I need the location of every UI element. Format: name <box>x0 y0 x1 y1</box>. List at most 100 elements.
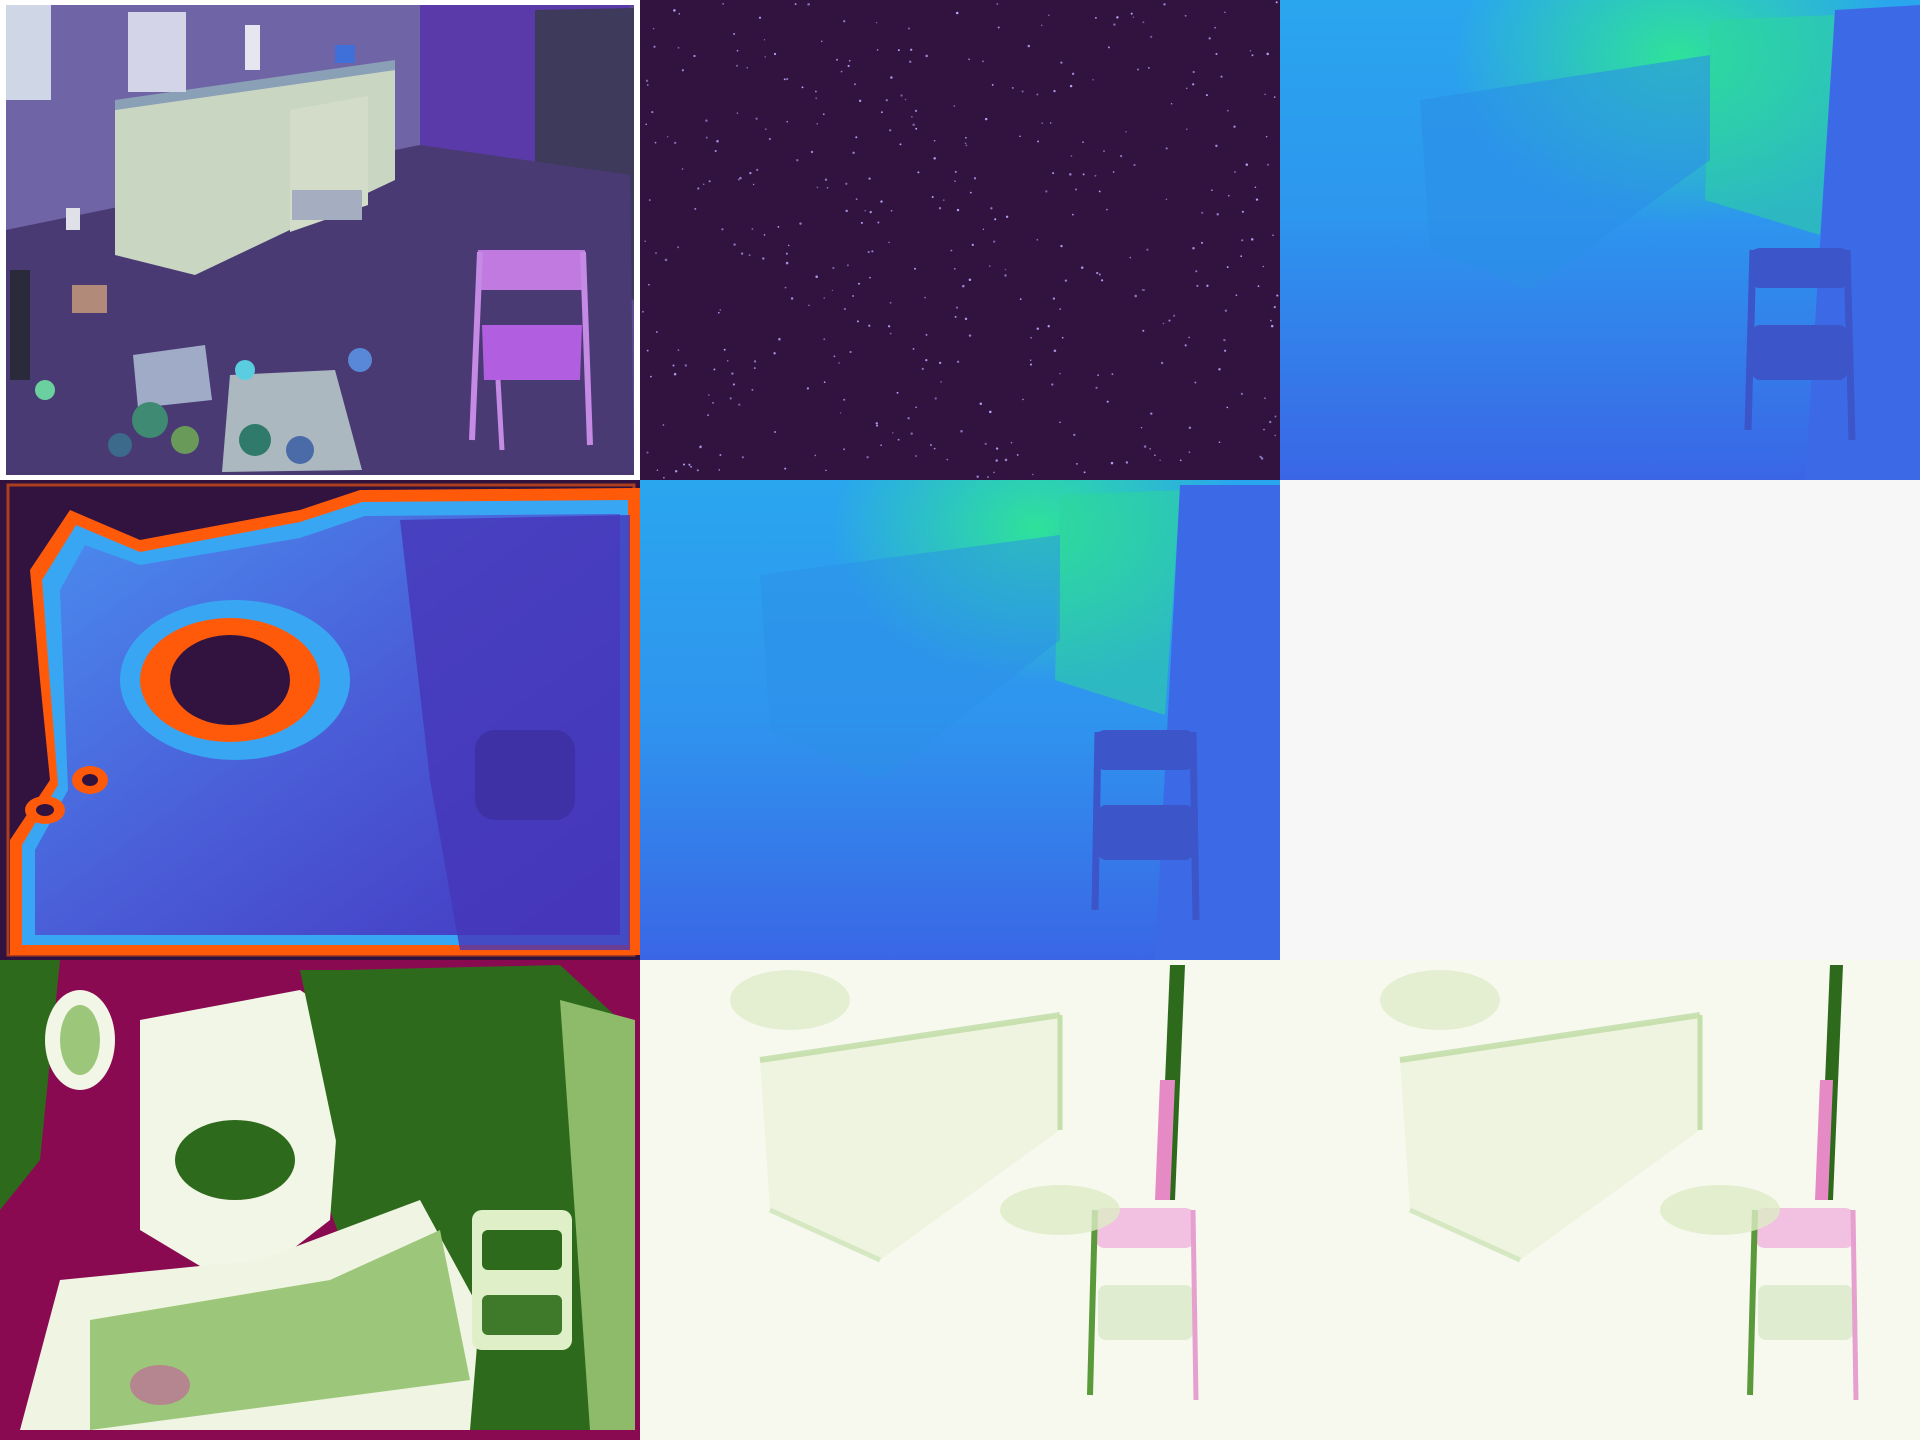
sparse-point <box>753 360 757 363</box>
sparse-point <box>954 315 957 318</box>
sparse-point <box>1095 386 1098 389</box>
sparse-point <box>1240 392 1243 395</box>
sparse-point <box>889 332 892 335</box>
sparse-point <box>965 144 968 147</box>
sparse-point <box>654 141 657 144</box>
sparse-point <box>968 58 970 61</box>
sparse-point <box>914 109 918 113</box>
sparse-point <box>1059 421 1061 424</box>
sparse-point <box>1206 284 1209 287</box>
sparse-point <box>823 381 826 383</box>
sparse-point <box>1094 174 1097 177</box>
sparse-point <box>777 226 780 228</box>
sparse-point <box>647 84 649 86</box>
sparse-point <box>1223 338 1226 342</box>
sparse-point <box>1047 325 1050 328</box>
sparse-point <box>890 76 893 79</box>
sparse-point <box>739 176 742 180</box>
sparse-point <box>843 307 847 311</box>
sparse-point <box>718 311 720 314</box>
sparse-point <box>1160 361 1164 365</box>
sparse-point <box>707 394 710 396</box>
sparse-point <box>693 54 696 58</box>
diverging-error-map-1-panel <box>0 960 640 1440</box>
sparse-point <box>735 64 739 67</box>
sparse-point <box>832 266 835 270</box>
sparse-point <box>815 275 818 278</box>
sparse-point <box>866 456 869 459</box>
sparse-point <box>645 79 649 83</box>
sparse-point <box>869 210 872 214</box>
sparse-point <box>790 297 794 300</box>
sparse-point <box>989 410 992 414</box>
sparse-point <box>784 467 787 470</box>
sparse-point <box>876 49 879 51</box>
sparse-point <box>1251 54 1254 57</box>
sparse-point <box>778 337 781 341</box>
sparse-point <box>650 375 652 378</box>
sparse-point <box>1107 46 1110 49</box>
sparse-point <box>1070 155 1073 157</box>
sparse-point <box>762 257 765 260</box>
sparse-point <box>1052 172 1055 175</box>
sparse-point <box>995 447 999 450</box>
sparse-point <box>1185 87 1188 90</box>
sparse-point <box>749 172 752 175</box>
sparse-point <box>868 177 871 180</box>
uncertainty-heatmap-panel <box>0 480 640 960</box>
sparse-point <box>933 139 936 142</box>
sparse-point <box>719 309 722 311</box>
sparse-point <box>931 196 934 198</box>
sparse-point <box>722 3 724 5</box>
sparse-point <box>1233 125 1236 128</box>
sparse-point <box>641 310 644 313</box>
sparse-point <box>987 476 989 478</box>
sparse-point <box>855 198 858 201</box>
sparse-point <box>1227 194 1230 197</box>
sparse-point <box>1103 150 1105 152</box>
sparse-point <box>751 388 754 391</box>
sparse-point <box>1220 75 1223 78</box>
sparse-point <box>1162 322 1165 325</box>
sparse-point <box>960 430 963 433</box>
sparse-point <box>663 476 665 479</box>
sparse-point <box>1019 298 1022 300</box>
sparse-point <box>971 243 974 247</box>
sparse-point <box>991 83 994 86</box>
sparse-point <box>955 11 959 15</box>
sparse-point <box>815 97 818 100</box>
sparse-point <box>1201 211 1204 214</box>
sparse-point <box>1004 274 1007 277</box>
sparse-point <box>1125 130 1127 133</box>
sparse-point <box>690 465 693 468</box>
sparse-point <box>925 54 928 58</box>
sparse-point <box>1019 135 1021 137</box>
sparse-point <box>673 372 677 376</box>
sparse-point <box>824 178 828 181</box>
sparse-point <box>1101 279 1104 282</box>
sparse-point <box>1179 459 1182 462</box>
sparse-point <box>1059 372 1061 375</box>
sparse-point <box>914 267 916 270</box>
sparse-point <box>646 451 649 454</box>
sparse-point <box>758 16 762 19</box>
sparse-point <box>934 397 937 400</box>
sparse-point <box>954 180 956 182</box>
sparse-point <box>1254 186 1257 189</box>
sparse-point <box>899 143 902 146</box>
sparse-point <box>1188 426 1192 430</box>
sparse-point <box>877 221 880 224</box>
sparse-point <box>1112 171 1115 173</box>
sparse-point <box>1037 140 1040 143</box>
sparse-point <box>907 27 910 30</box>
sparse-point <box>826 187 829 189</box>
sparse-point <box>880 200 883 203</box>
predicted-depth-map <box>640 480 1280 960</box>
sparse-point <box>736 112 739 114</box>
sparse-point <box>1071 72 1075 76</box>
sparse-point <box>753 367 756 370</box>
sparse-point <box>993 471 995 474</box>
sparse-point <box>816 123 818 125</box>
sparse-point <box>823 338 826 341</box>
sparse-point <box>648 199 651 202</box>
